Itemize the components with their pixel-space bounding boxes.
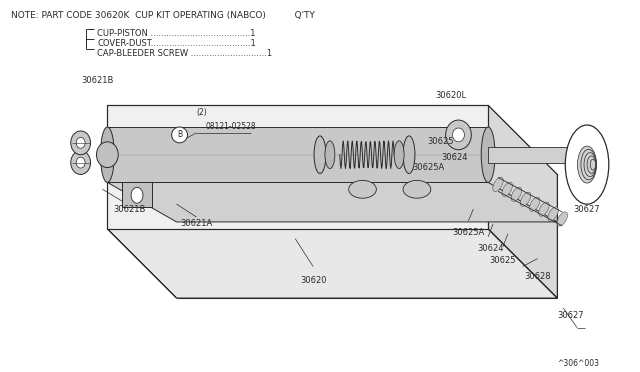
Text: NOTE: PART CODE 30620K  CUP KIT OPERATING (NABCO)          Q'TY: NOTE: PART CODE 30620K CUP KIT OPERATING… <box>12 11 316 20</box>
Text: 30620L: 30620L <box>435 91 466 100</box>
Text: CAP-BLEEDER SCREW .............................1: CAP-BLEEDER SCREW ......................… <box>97 49 273 58</box>
Ellipse shape <box>502 182 513 196</box>
Text: 30628: 30628 <box>524 272 551 281</box>
Text: 08121-02528: 08121-02528 <box>205 122 256 131</box>
Ellipse shape <box>403 136 415 173</box>
Polygon shape <box>488 105 557 298</box>
Ellipse shape <box>325 141 335 169</box>
Ellipse shape <box>97 142 118 167</box>
Ellipse shape <box>76 157 85 168</box>
Ellipse shape <box>76 137 85 148</box>
Ellipse shape <box>557 212 568 226</box>
Ellipse shape <box>452 128 465 142</box>
Text: 30624: 30624 <box>477 244 504 253</box>
Polygon shape <box>108 229 557 298</box>
Text: 30621B: 30621B <box>113 205 145 214</box>
Ellipse shape <box>584 153 596 177</box>
Ellipse shape <box>349 180 376 198</box>
Text: 30620: 30620 <box>300 276 326 285</box>
Ellipse shape <box>511 187 522 201</box>
Ellipse shape <box>587 156 596 173</box>
Ellipse shape <box>403 180 431 198</box>
Text: ^306^003: ^306^003 <box>557 359 600 368</box>
Text: 30624: 30624 <box>441 153 468 162</box>
Polygon shape <box>488 147 567 163</box>
Text: 30627: 30627 <box>557 311 584 320</box>
Text: 30625A: 30625A <box>413 163 445 172</box>
Ellipse shape <box>539 202 549 216</box>
Text: 30625A: 30625A <box>452 228 484 237</box>
Text: 30627: 30627 <box>573 205 600 214</box>
Ellipse shape <box>529 197 540 211</box>
Text: 30625: 30625 <box>490 256 516 265</box>
Text: COVER-DUST......................................1: COVER-DUST..............................… <box>97 39 256 48</box>
Ellipse shape <box>520 192 531 206</box>
Text: B: B <box>177 131 182 140</box>
Ellipse shape <box>548 207 558 221</box>
Polygon shape <box>108 105 488 229</box>
Ellipse shape <box>71 151 90 174</box>
Ellipse shape <box>445 120 471 150</box>
Polygon shape <box>108 127 488 182</box>
Ellipse shape <box>590 159 596 170</box>
Circle shape <box>172 127 188 143</box>
Text: CUP-PISTON ......................................1: CUP-PISTON .............................… <box>97 29 256 38</box>
Polygon shape <box>108 182 557 222</box>
Ellipse shape <box>481 127 495 182</box>
Text: (2): (2) <box>196 108 207 117</box>
Ellipse shape <box>577 146 596 183</box>
Ellipse shape <box>493 177 503 192</box>
Text: 30621B: 30621B <box>81 76 114 85</box>
Ellipse shape <box>565 125 609 204</box>
Ellipse shape <box>581 149 596 180</box>
Polygon shape <box>122 182 152 207</box>
Text: 30621A: 30621A <box>180 219 212 228</box>
Ellipse shape <box>394 141 404 169</box>
Text: 30625: 30625 <box>428 137 454 146</box>
Ellipse shape <box>100 127 115 182</box>
Ellipse shape <box>71 131 90 155</box>
Ellipse shape <box>314 136 326 173</box>
Ellipse shape <box>131 187 143 203</box>
